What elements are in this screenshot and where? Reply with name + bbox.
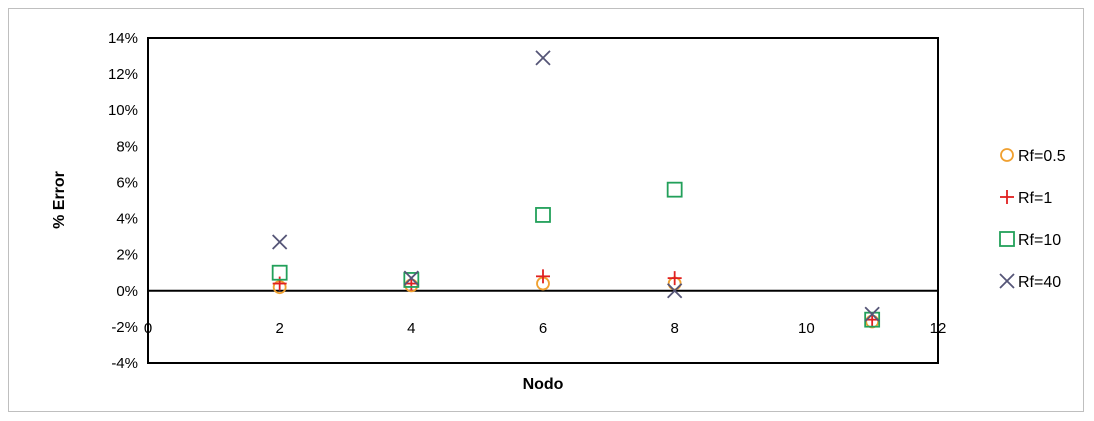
y-tick-label: -4%	[111, 355, 138, 372]
y-axis-title: % Error	[51, 171, 68, 229]
legend-marker-square	[999, 231, 1015, 247]
data-point-x	[535, 50, 551, 66]
y-axis-ticks: 14% 12% 10% 8% 6% 4% 2% 0% -2% -4%	[108, 30, 138, 372]
legend-label: Rf=0.5	[1018, 148, 1066, 165]
x-tick-label: 6	[539, 320, 547, 337]
data-point-square	[666, 181, 683, 198]
x-tick-label: 8	[670, 320, 678, 337]
x-axis-title: Nodo	[523, 376, 564, 393]
y-tick-label: 6%	[116, 174, 138, 191]
data-point-square	[864, 311, 881, 328]
legend-marker-circle	[1000, 148, 1014, 162]
data-point-square	[271, 264, 288, 281]
data-markers	[271, 50, 881, 329]
legend-label: Rf=40	[1018, 274, 1061, 291]
data-point-plus	[536, 269, 550, 284]
y-tick-label: 10%	[108, 102, 138, 119]
y-tick-label: 12%	[108, 66, 138, 83]
x-tick-label: 0	[144, 320, 152, 337]
data-point-plus	[667, 271, 682, 286]
x-axis-ticks: 0 2 4 6 8 10 12	[144, 320, 947, 337]
x-tick-label: 2	[275, 320, 283, 337]
legend: Rf=0.5 Rf=1 Rf=10 Rf=40	[999, 148, 1066, 291]
y-tick-label: 14%	[108, 30, 138, 47]
x-tick-label: 4	[407, 320, 415, 337]
legend-label: Rf=1	[1018, 190, 1052, 207]
plot-area	[147, 37, 939, 364]
x-tick-label: 12	[930, 320, 947, 337]
legend-marker-x	[999, 273, 1015, 289]
data-point-square	[403, 272, 420, 288]
y-tick-label: 0%	[116, 283, 138, 300]
y-tick-label: 4%	[116, 211, 138, 228]
legend-marker-plus	[1000, 190, 1014, 204]
y-tick-label: 8%	[116, 138, 138, 155]
data-point-x	[403, 270, 419, 286]
data-point-x	[864, 306, 880, 322]
data-point-square	[535, 207, 551, 223]
legend-label: Rf=10	[1018, 232, 1061, 249]
x-tick-label: 10	[798, 320, 815, 337]
y-tick-label: 2%	[116, 247, 138, 264]
y-tick-label: -2%	[111, 319, 138, 336]
data-point-x	[272, 234, 288, 250]
data-point-x	[667, 283, 683, 299]
